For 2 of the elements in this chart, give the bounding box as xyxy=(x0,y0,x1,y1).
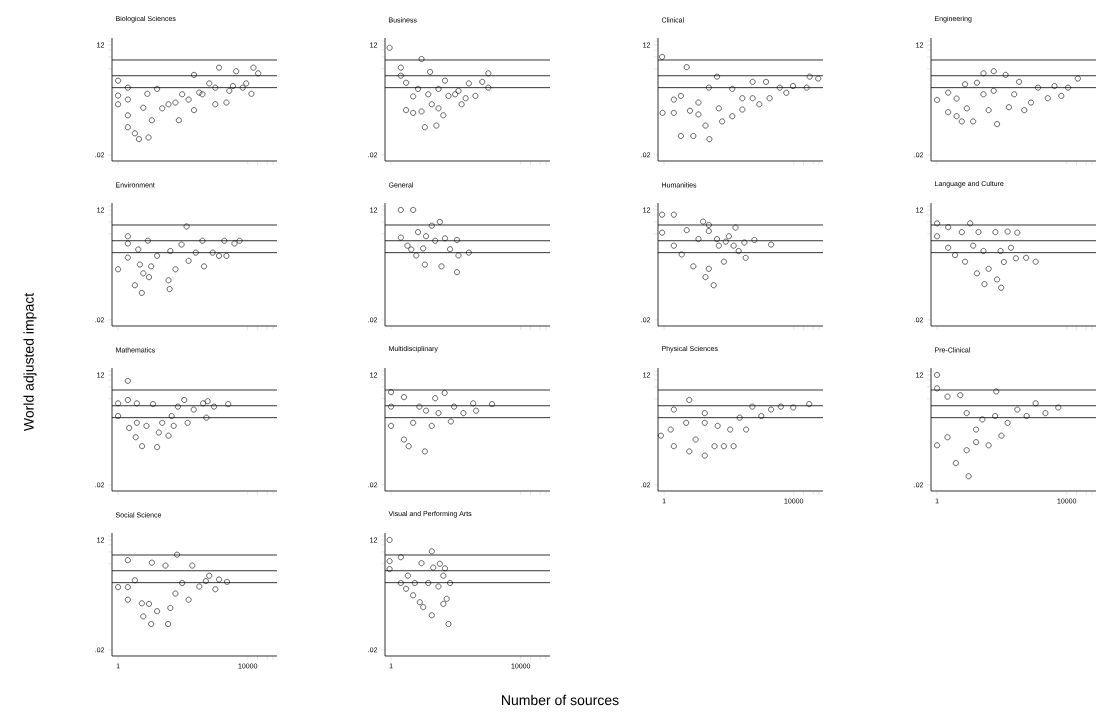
x-axis-title: Number of sources xyxy=(502,694,619,706)
y-axis-title: World adjusted impact xyxy=(23,292,37,432)
